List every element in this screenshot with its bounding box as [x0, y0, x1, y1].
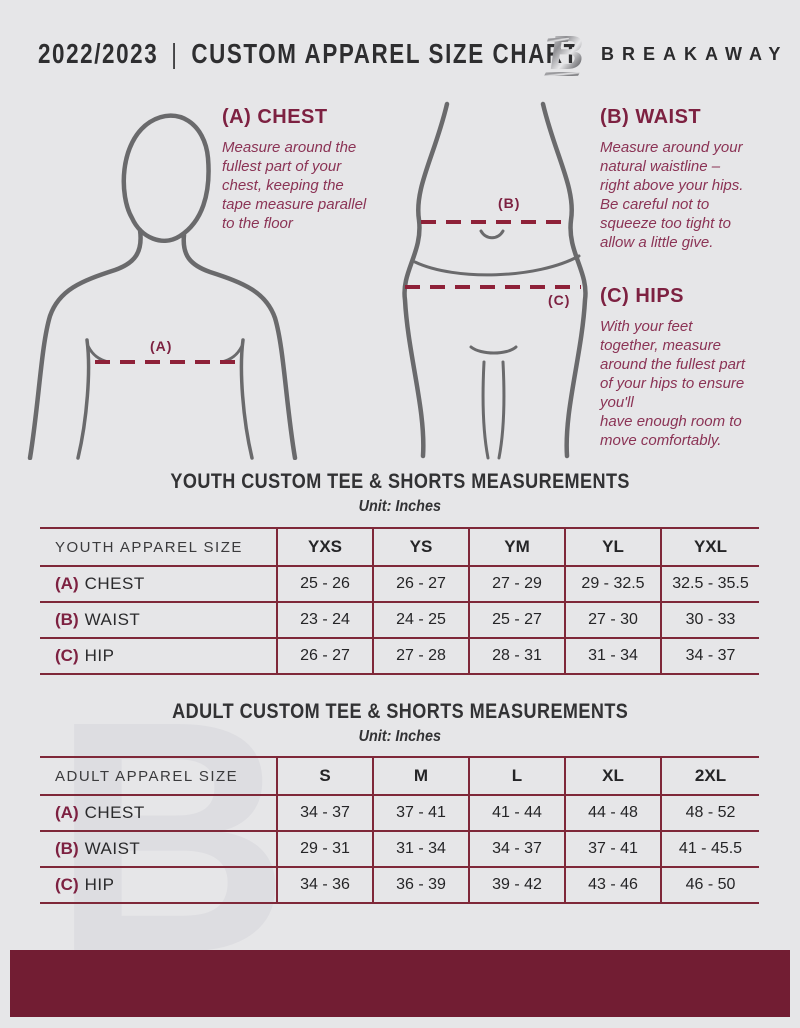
adult-col-header: M	[374, 758, 470, 796]
table-cell: 31 - 34	[566, 639, 662, 675]
background-watermark-letter: B	[52, 652, 291, 1021]
adult-table-corner: ADULT APPAREL SIZE	[40, 758, 278, 796]
brand-name: BREAKAWAY	[601, 44, 789, 64]
waist-instructions: Measure around your natural waistline – …	[600, 139, 744, 251]
figure-marker-b: (B)	[498, 195, 521, 211]
youth-size-table: YOUTH APPAREL SIZE YXS YS YM YL YXL (A) …	[40, 527, 759, 675]
table-cell: 34 - 37	[662, 639, 759, 675]
footer-accent-bar	[10, 950, 790, 1017]
waist-heading: (B) WAIST	[600, 106, 702, 128]
adult-section-title: ADULT CUSTOM TEE & SHORTS MEASUREMENTS	[171, 700, 629, 723]
table-cell: 28 - 31	[470, 639, 566, 675]
youth-row-label-hip: (C) HIP	[40, 639, 278, 675]
chest-heading: (A) CHEST	[222, 106, 328, 128]
table-cell: 39 - 42	[470, 868, 566, 904]
table-cell: 34 - 36	[278, 868, 374, 904]
breakaway-logo-icon: B	[543, 24, 591, 80]
page-title: 2022/2023 | CUSTOM APPAREL SIZE CHART	[38, 38, 579, 70]
youth-row-label-chest: (A) CHEST	[40, 567, 278, 603]
table-cell: 37 - 41	[374, 796, 470, 832]
page-title-divider: |	[171, 38, 179, 69]
table-cell: 41 - 44	[470, 796, 566, 832]
youth-col-header: YM	[470, 529, 566, 567]
youth-table-corner: YOUTH APPAREL SIZE	[40, 529, 278, 567]
table-cell: 32.5 - 35.5	[662, 567, 759, 603]
chest-instructions: Measure around the fullest part of your …	[222, 139, 367, 232]
figure-marker-c: (C)	[548, 292, 571, 308]
page-title-year: 2022/2023	[38, 38, 159, 69]
table-cell: 46 - 50	[662, 868, 759, 904]
table-cell: 48 - 52	[662, 796, 759, 832]
hips-instructions: With your feet together, measure around …	[600, 318, 746, 449]
hips-heading: (C) HIPS	[600, 285, 684, 307]
adult-size-table: ADULT APPAREL SIZE S M L XL 2XL (A) CHES…	[40, 756, 759, 904]
adult-col-header: 2XL	[662, 758, 759, 796]
table-cell: 27 - 30	[566, 603, 662, 639]
table-cell: 43 - 46	[566, 868, 662, 904]
adult-col-header: L	[470, 758, 566, 796]
table-cell: 27 - 29	[470, 567, 566, 603]
table-cell: 24 - 25	[374, 603, 470, 639]
table-cell: 25 - 27	[470, 603, 566, 639]
table-cell: 30 - 33	[662, 603, 759, 639]
table-cell: 41 - 45.5	[662, 832, 759, 868]
youth-col-header: YS	[374, 529, 470, 567]
table-cell: 29 - 31	[278, 832, 374, 868]
adult-col-header: S	[278, 758, 374, 796]
youth-col-header: YXS	[278, 529, 374, 567]
youth-row-label-waist: (B) WAIST	[40, 603, 278, 639]
table-cell: 34 - 37	[470, 832, 566, 868]
youth-section-title: YOUTH CUSTOM TEE & SHORTS MEASUREMENTS	[170, 470, 630, 493]
figure-marker-a: (A)	[150, 338, 173, 354]
chest-measurement-figure	[27, 113, 298, 460]
table-cell: 25 - 26	[278, 567, 374, 603]
page-title-text: CUSTOM APPAREL SIZE CHART	[191, 38, 579, 69]
table-cell: 23 - 24	[278, 603, 374, 639]
table-cell: 29 - 32.5	[566, 567, 662, 603]
table-cell: 26 - 27	[278, 639, 374, 675]
table-cell: 44 - 48	[566, 796, 662, 832]
adult-row-label-waist: (B) WAIST	[40, 832, 278, 868]
table-cell: 27 - 28	[374, 639, 470, 675]
youth-col-header: YXL	[662, 529, 759, 567]
youth-section-unit: Unit: Inches	[358, 498, 442, 515]
table-cell: 26 - 27	[374, 567, 470, 603]
adult-row-label-hip: (C) HIP	[40, 868, 278, 904]
table-cell: 36 - 39	[374, 868, 470, 904]
svg-text:B: B	[546, 26, 588, 80]
youth-col-header: YL	[566, 529, 662, 567]
adult-section-unit: Unit: Inches	[358, 728, 442, 745]
adult-row-label-chest: (A) CHEST	[40, 796, 278, 832]
adult-col-header: XL	[566, 758, 662, 796]
table-cell: 37 - 41	[566, 832, 662, 868]
waist-hips-measurement-figure	[402, 101, 588, 460]
table-cell: 31 - 34	[374, 832, 470, 868]
table-cell: 34 - 37	[278, 796, 374, 832]
